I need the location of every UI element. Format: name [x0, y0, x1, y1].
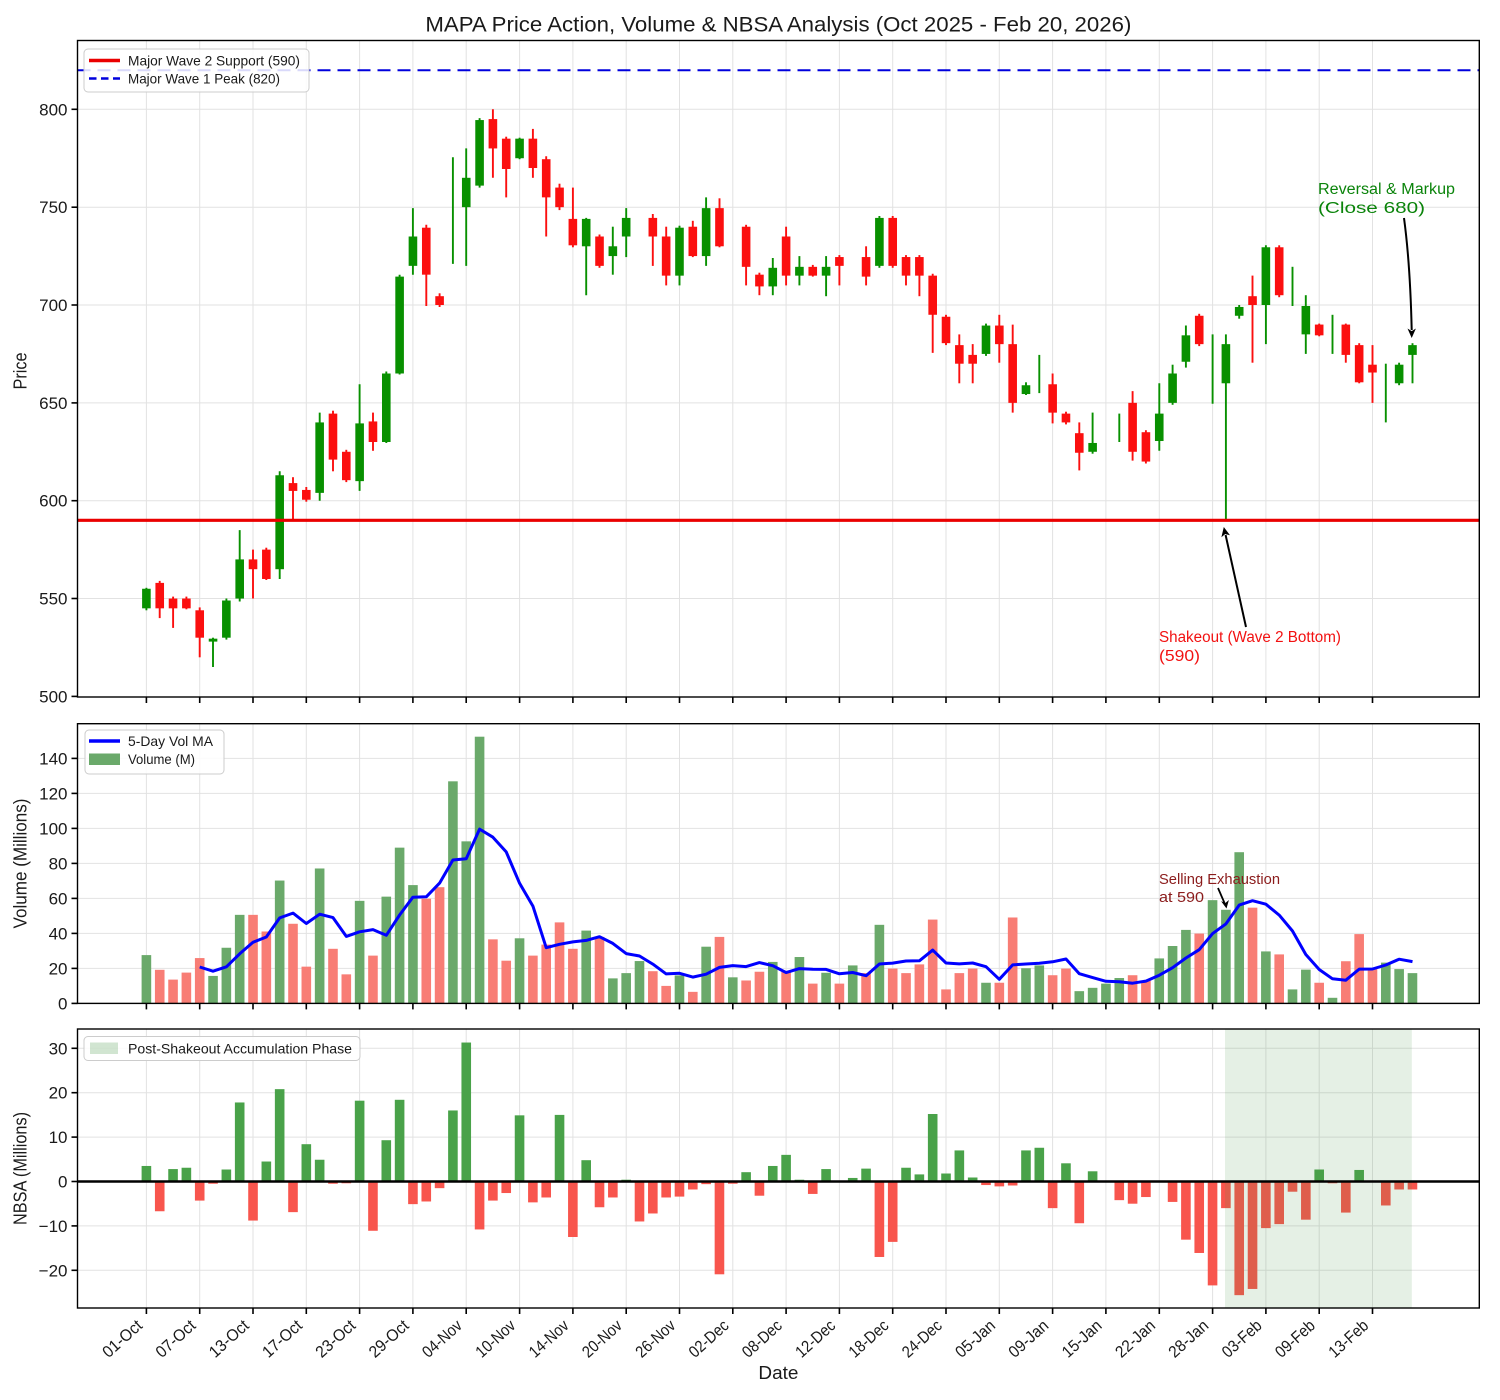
svg-text:Volume (Millions): Volume (Millions) [10, 799, 31, 929]
svg-text:Price: Price [10, 353, 31, 390]
svg-text:NBSA (Millions): NBSA (Millions) [10, 1112, 31, 1225]
svg-text:Volume (M): Volume (M) [128, 751, 195, 767]
svg-text:0: 0 [58, 994, 67, 1013]
svg-text:800: 800 [39, 100, 67, 119]
svg-text:550: 550 [39, 590, 67, 609]
svg-text:5-Day Vol MA: 5-Day Vol MA [128, 733, 214, 749]
svg-text:20: 20 [49, 959, 68, 978]
svg-text:Selling Exhaustion: Selling Exhaustion [1159, 871, 1280, 888]
svg-text:750: 750 [39, 198, 67, 217]
svg-text:40: 40 [49, 924, 68, 943]
svg-text:500: 500 [39, 687, 67, 706]
svg-text:30: 30 [49, 1039, 68, 1058]
svg-text:60: 60 [49, 889, 68, 908]
svg-text:100: 100 [39, 819, 67, 838]
svg-text:20: 20 [49, 1084, 68, 1103]
svg-text:MAPA Price Action, Volume & NB: MAPA Price Action, Volume & NBSA Analysi… [425, 14, 1131, 37]
svg-text:Major Wave 2 Support (590): Major Wave 2 Support (590) [128, 53, 300, 69]
svg-text:(590): (590) [1159, 648, 1200, 665]
svg-text:10: 10 [49, 1128, 68, 1147]
svg-text:120: 120 [39, 784, 67, 803]
svg-text:at 590: at 590 [1159, 889, 1204, 906]
svg-text:700: 700 [39, 296, 67, 315]
svg-text:−10: −10 [39, 1217, 68, 1236]
svg-text:600: 600 [39, 492, 67, 511]
svg-text:140: 140 [39, 749, 67, 768]
svg-text:650: 650 [39, 394, 67, 413]
svg-text:Date: Date [758, 1362, 798, 1383]
svg-text:−20: −20 [39, 1261, 68, 1280]
svg-text:0: 0 [58, 1173, 67, 1192]
svg-text:Shakeout (Wave 2 Bottom): Shakeout (Wave 2 Bottom) [1159, 629, 1341, 646]
svg-text:80: 80 [49, 854, 68, 873]
svg-text:Major Wave 1 Peak (820): Major Wave 1 Peak (820) [128, 71, 280, 87]
svg-text:(Close 680): (Close 680) [1318, 200, 1425, 217]
svg-text:Reversal & Markup: Reversal & Markup [1318, 181, 1455, 198]
svg-text:Post-Shakeout Accumulation Pha: Post-Shakeout Accumulation Phase [128, 1041, 352, 1057]
